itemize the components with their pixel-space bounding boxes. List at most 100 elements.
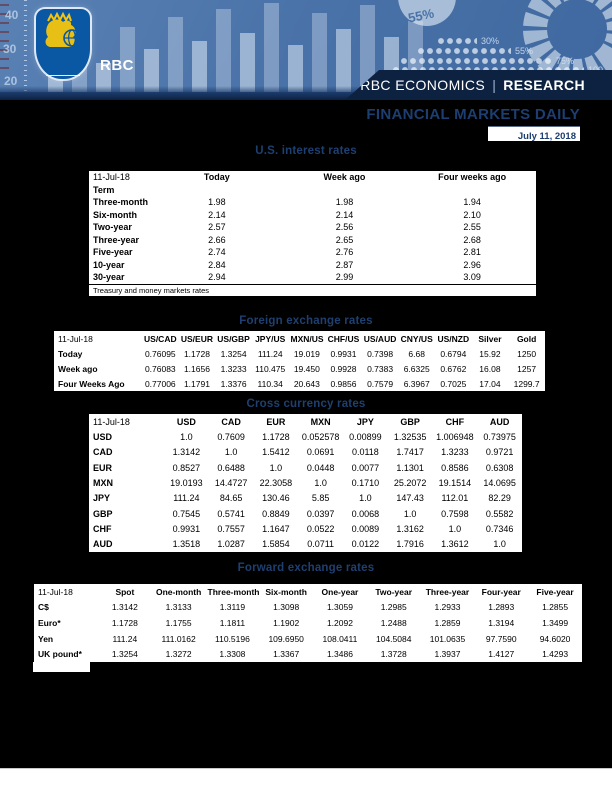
us-interest-rates-table: 11-Jul-18 Today Week ago Four weeks ago Term… (88, 170, 537, 297)
column-header: US/NZD (437, 333, 470, 344)
header-row: 11-Jul-18 US/CAD US/EUR US/GBP JPY/US MXN/US C… (54, 331, 545, 346)
row-label: Three-year (93, 234, 140, 245)
cell-value: 0.0068 (351, 508, 380, 519)
cell-value: 2.81 (463, 247, 481, 258)
cell-value: 0.5582 (485, 508, 514, 519)
cell-value: 1.2855 (542, 602, 569, 613)
page-footer (0, 768, 612, 792)
cell-value: 2.66 (208, 234, 226, 245)
data-table: 11-Jul-18 Spot One-month Three-month Six-mon… (34, 584, 582, 662)
cell-value: 0.8586 (441, 462, 469, 473)
column-header: EUR (266, 416, 286, 427)
date-text: July 11, 2018 (517, 131, 576, 142)
table-row: Three-month 1.98 1.98 1.94 (89, 196, 536, 209)
cell-value: 1.3486 (326, 649, 353, 660)
cell-value: 1.2092 (326, 617, 353, 628)
cell-value: 6.3967 (403, 378, 430, 389)
row-label: USD (93, 431, 113, 442)
cell-value: 1.94 (463, 197, 481, 208)
cell-value: 1.3142 (111, 602, 138, 613)
column-header: US/AUD (363, 333, 397, 344)
cell-value: 0.00899 (349, 431, 382, 442)
dot-row-label: 55% (515, 46, 534, 56)
cell-value: 94.6020 (539, 633, 571, 644)
cell-value: 0.0691 (306, 447, 335, 458)
cell-value: 1.3308 (219, 649, 246, 660)
row-label: Six-month (93, 209, 137, 220)
cell-value: 0.8527 (172, 462, 201, 473)
pie-percent-label: 55% (406, 5, 436, 26)
row-label: Five-year (93, 247, 133, 258)
cell-value: 19.019 (293, 348, 320, 359)
subheader-label: Term (93, 184, 115, 195)
cell-value: 0.7025 (440, 378, 467, 389)
row-label: AUD (93, 539, 113, 550)
cell-value: 1.0 (180, 431, 193, 442)
cell-value: 0.9931 (172, 523, 201, 534)
column-header: MXN/US (290, 333, 324, 344)
decor-bar-chart-icon (48, 0, 494, 93)
cell-value: 110.475 (255, 363, 286, 374)
row-label: 30-year (93, 272, 125, 283)
cell-value: 1.3162 (396, 523, 424, 534)
data-table: 11-Jul-18 US/CAD US/EUR US/GBP JPY/US MXN/US C… (54, 331, 545, 391)
header-image: 40 30 20 55% 30% 55% 75% 100 (0, 0, 612, 100)
cell-value: 84.65 (219, 493, 243, 504)
cell-value: 6.6325 (403, 363, 430, 374)
row-label: EUR (93, 462, 113, 473)
cell-value: 1.0 (448, 523, 462, 534)
cell-value: 1.2933 (434, 602, 461, 613)
dots-icon (400, 57, 552, 65)
cell-value: 19.0193 (170, 477, 203, 488)
cell-value: 1.0 (224, 447, 238, 458)
cell-value: 25.2072 (393, 477, 427, 488)
cell-value: 2.87 (335, 259, 354, 270)
cell-value: 0.6488 (217, 462, 245, 473)
rbc-logo-text: RBC (100, 57, 134, 74)
cell-value: 1.3059 (326, 602, 353, 613)
header-bottom-strip (0, 92, 612, 100)
rbc-logo-underline (45, 74, 81, 76)
cell-value: 1.0 (269, 462, 283, 473)
cell-value: 2.57 (208, 222, 226, 233)
cell-value: 0.0077 (351, 462, 380, 473)
data-table: 11-Jul-18 Today Week ago Four weeks ago Term… (89, 171, 536, 296)
cell-value: 2.14 (208, 209, 226, 220)
cell-value: 2.84 (208, 259, 226, 270)
page-title: FINANCIAL MARKETS DAILY (366, 106, 580, 123)
header-row: 11-Jul-18 Spot One-month Three-month Six-mon… (34, 584, 582, 600)
cell-value: 1.3254 (220, 348, 247, 359)
cell-value: 1.3254 (111, 649, 138, 660)
table-row: AUD 1.3518 1.0287 1.5854 0.0711 0.0122 1.7916 1… (89, 537, 522, 552)
decor-red-ticks-icon (0, 4, 9, 72)
cell-value: 1.98 (208, 197, 226, 208)
column-header: CNY/US (400, 333, 433, 344)
cell-value: 110.5196 (215, 633, 250, 644)
cell-value: 1.0 (314, 477, 327, 488)
rbc-logo: RBC (36, 9, 134, 79)
table-row: Today 0.76095 1.1728 1.3254 111.24 19.019 0.99… (54, 346, 545, 361)
cell-value: 1.3367 (273, 649, 300, 660)
dots-icon (437, 37, 477, 45)
row-label: Three-month (93, 197, 148, 208)
table-date: 11-Jul-18 (93, 172, 130, 183)
cross-currency-rates-table: 11-Jul-18 USD CAD EUR MXN JPY GBP CHF AUD USD 1.0 0… (88, 413, 523, 553)
cell-value: 0.0522 (306, 523, 335, 534)
cell-value: 14.0695 (483, 477, 516, 488)
section-title-cross-rates: Cross currency rates (246, 398, 366, 410)
cell-value: 0.73975 (483, 431, 516, 442)
cell-value: 109.6950 (268, 633, 304, 644)
table-row: Four Weeks Ago 0.77006 1.1791 1.3376 110.34 2… (54, 376, 545, 391)
table-row: Three-year 2.66 2.65 2.68 (89, 234, 536, 247)
cell-value: 1.1647 (262, 523, 290, 534)
row-label: Two-year (93, 222, 132, 233)
subheader-row: Term (89, 184, 536, 197)
header-row: 11-Jul-18 Today Week ago Four weeks ago (89, 171, 536, 184)
cell-value: 0.76095 (144, 348, 176, 359)
rbc-lion-icon (45, 11, 81, 47)
cell-value: 1.1791 (183, 378, 210, 389)
cell-value: 1.3272 (165, 649, 192, 660)
table-row: Week ago 0.76083 1.1656 1.3233 110.475 19.450… (54, 361, 545, 376)
cell-value: 0.7609 (217, 431, 245, 442)
cell-value: 1.2893 (488, 602, 515, 613)
